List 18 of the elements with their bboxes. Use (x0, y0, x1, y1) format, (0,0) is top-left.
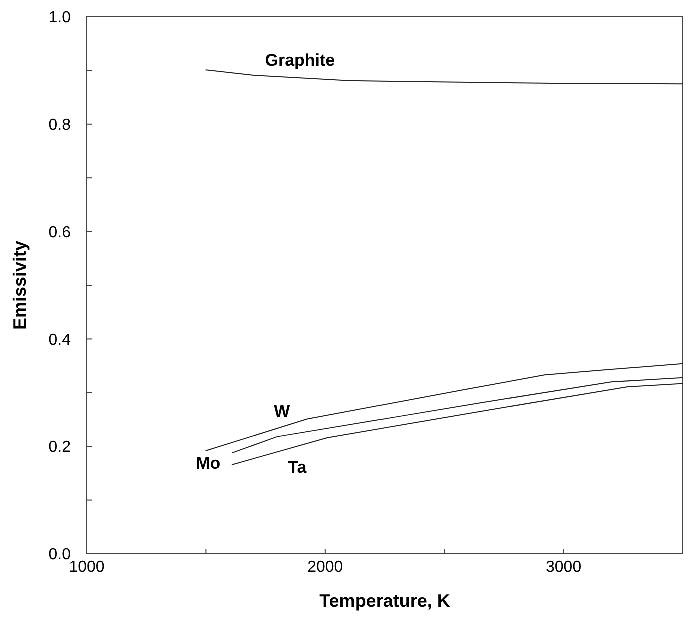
y-tick-label: 1.0 (48, 10, 72, 27)
x-tick-label: 1000 (69, 559, 105, 576)
series-label: Graphite (265, 51, 336, 70)
x-axis-title: Temperature, K (320, 591, 450, 611)
line-series (206, 363, 684, 452)
y-tick-label: 0.0 (48, 546, 72, 564)
line-series (206, 70, 684, 85)
x-tick-label: 2000 (308, 559, 344, 576)
x-tick-label: 3000 (546, 559, 582, 576)
y-tick-label: 0.4 (48, 332, 72, 349)
y-tick-label: 0.2 (48, 439, 72, 456)
y-axis-title: Emissivity (10, 240, 30, 330)
y-tick-label: 0.8 (48, 117, 72, 134)
series-label: Ta (288, 458, 308, 477)
line-series (232, 377, 684, 454)
series-label: Mo (196, 454, 221, 473)
series-label: W (274, 402, 292, 421)
y-tick-label: 0.6 (48, 224, 72, 242)
